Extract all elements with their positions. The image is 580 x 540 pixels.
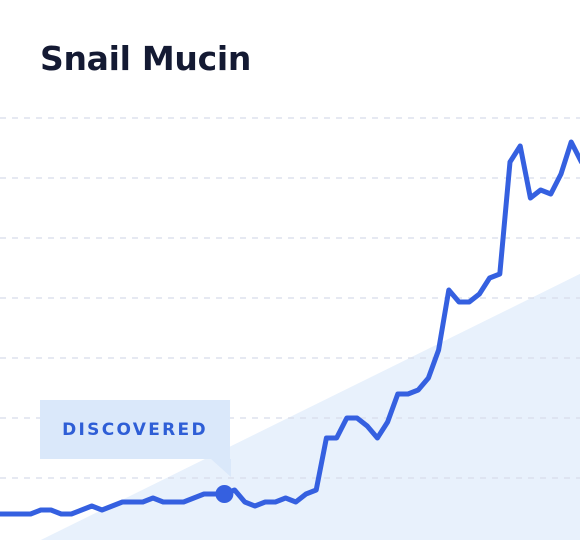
marker-layer [215, 485, 234, 503]
discovered-point [215, 485, 234, 503]
gridlines [0, 117, 580, 479]
series-line-layer [0, 139, 580, 517]
chart-title: Snail Mucin [40, 39, 252, 78]
series-line [0, 139, 580, 517]
trend-area [40, 273, 580, 540]
discovered-callout: DISCOVERED [40, 400, 230, 459]
trend-area-layer [40, 273, 580, 540]
callout-pointer [211, 459, 231, 477]
discovered-label: DISCOVERED [62, 419, 208, 440]
